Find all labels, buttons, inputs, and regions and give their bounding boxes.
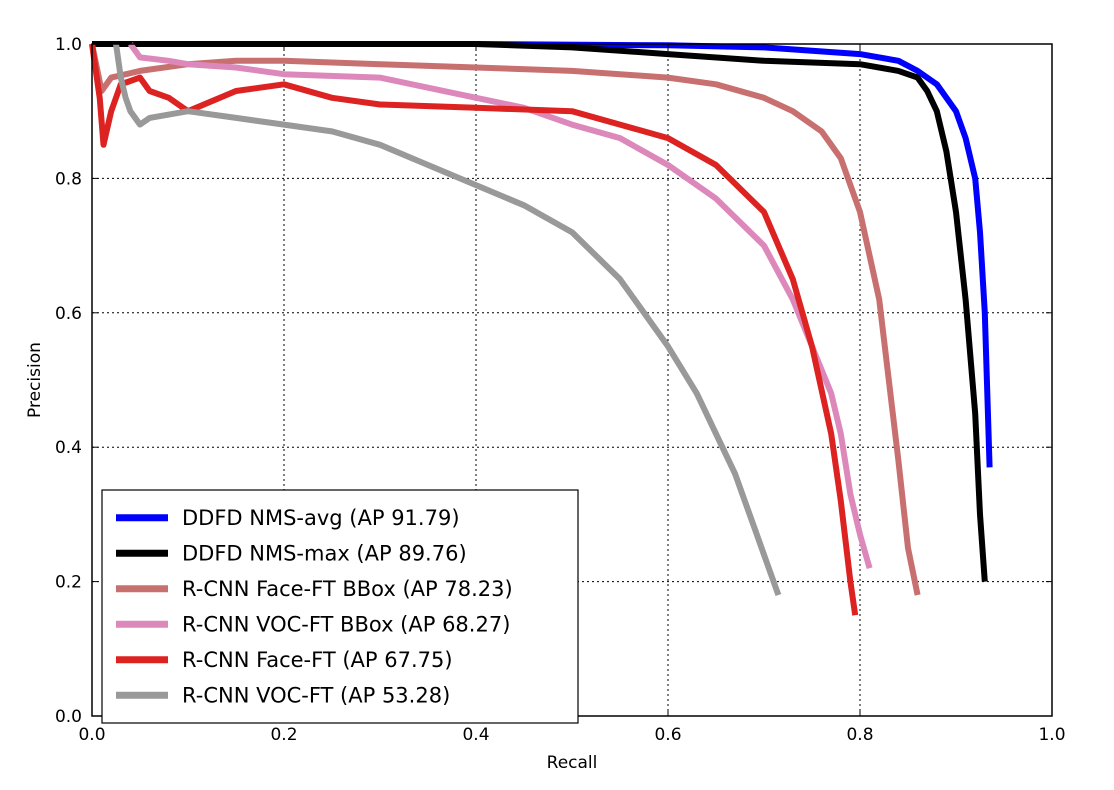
legend-label-ddfd-nms-avg: DDFD NMS-avg (AP 91.79): [182, 506, 460, 530]
y-tick-label: 0.8: [55, 169, 82, 189]
x-axis-label: Recall: [547, 753, 598, 773]
series-line-ddfd-nms-max: [92, 41, 988, 582]
y-axis-label: Precision: [25, 342, 45, 418]
legend-label-r-cnn-voc-ft-bbox: R-CNN VOC-FT BBox (AP 68.27): [182, 612, 510, 636]
y-tick-label: 0.4: [55, 438, 82, 458]
y-tick-label: 0.6: [55, 304, 82, 324]
legend-label-r-cnn-voc-ft: R-CNN VOC-FT (AP 53.28): [182, 683, 450, 707]
y-tick-label: 1.0: [55, 35, 82, 55]
series-line-r-cnn-voc-ft: [113, 43, 782, 597]
series-line-r-cnn-voc-ft-bbox: [127, 42, 873, 570]
x-tick-label: 1.0: [1038, 725, 1065, 745]
series-lines: [89, 41, 993, 616]
legend-label-r-cnn-face-ft: R-CNN Face-FT (AP 67.75): [182, 648, 453, 672]
y-axis-ticks: 0.0 0.2 0.4 0.6 0.8 1.0: [55, 35, 1052, 727]
x-tick-label: 0.6: [654, 725, 681, 745]
series-line-r-cnn-face-ft-bbox: [89, 43, 921, 596]
x-tick-label: 0.0: [78, 725, 105, 745]
legend-box: [101, 489, 579, 724]
x-tick-label: 0.4: [462, 725, 489, 745]
legend-label-ddfd-nms-max: DDFD NMS-max (AP 89.76): [182, 541, 467, 565]
y-tick-label: 0.0: [55, 707, 82, 727]
x-tick-label: 0.2: [270, 725, 297, 745]
legend-label-r-cnn-face-ft-bbox: R-CNN Face-FT BBox (AP 78.23): [182, 577, 513, 601]
y-tick-label: 0.2: [55, 573, 82, 593]
x-tick-label: 0.8: [846, 725, 873, 745]
legend: DDFD NMS-avg (AP 91.79) DDFD NMS-max (AP …: [101, 489, 579, 724]
